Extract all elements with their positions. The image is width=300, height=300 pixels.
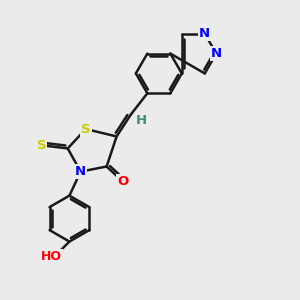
Text: H: H (135, 114, 146, 127)
Text: N: N (75, 165, 86, 178)
Text: N: N (211, 47, 222, 60)
Text: O: O (118, 176, 129, 188)
Text: S: S (81, 122, 91, 136)
Text: HO: HO (41, 250, 62, 263)
Text: S: S (37, 139, 46, 152)
Text: N: N (199, 27, 210, 40)
